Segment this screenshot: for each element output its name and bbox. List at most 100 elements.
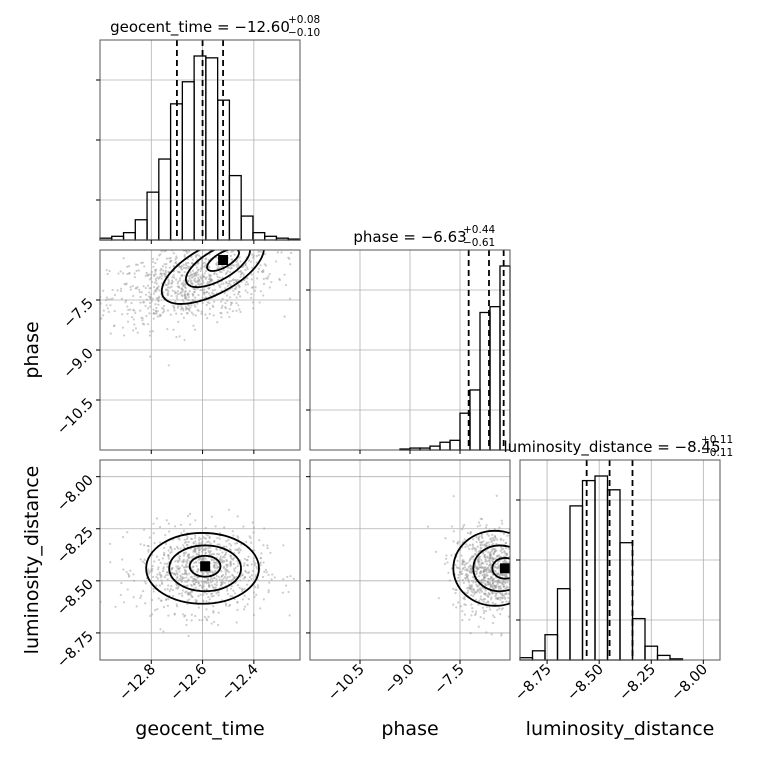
scatter-point: [162, 308, 165, 311]
scatter-point: [490, 550, 493, 553]
scatter-point: [157, 597, 160, 600]
scatter-point: [190, 556, 193, 559]
scatter-point: [173, 222, 175, 224]
scatter-point: [239, 260, 242, 263]
scatter-point: [479, 524, 482, 527]
scatter-point: [163, 310, 166, 313]
scatter-point: [211, 292, 214, 295]
scatter-point: [226, 575, 229, 579]
scatter-point: [100, 317, 103, 320]
scatter-point: [515, 539, 517, 541]
scatter-point: [248, 575, 252, 579]
scatter-point: [220, 300, 223, 303]
scatter-point: [477, 538, 481, 541]
scatter-point: [259, 250, 262, 253]
scatter-point: [145, 314, 148, 318]
scatter-point: [526, 583, 528, 585]
scatter-point: [250, 563, 253, 566]
scatter-point: [511, 584, 513, 586]
scatter-point: [139, 295, 142, 299]
scatter-point: [501, 596, 504, 600]
scatter-point: [516, 577, 518, 579]
scatter-point: [166, 565, 169, 568]
scatter-point: [257, 270, 260, 273]
scatter-point: [168, 530, 171, 533]
hist-bar: [429, 445, 441, 451]
scatter-point: [140, 291, 143, 294]
scatter-point: [193, 561, 196, 564]
scatter-point: [466, 576, 469, 579]
scatter-point: [162, 566, 165, 569]
scatter-point: [470, 579, 474, 582]
scatter-point: [224, 573, 228, 576]
scatter-point: [213, 561, 217, 564]
scatter-point: [189, 280, 192, 283]
scatter-point: [109, 332, 112, 335]
scatter-point: [249, 242, 251, 244]
scatter-point: [174, 262, 177, 265]
scatter-point: [205, 303, 208, 307]
scatter-point: [493, 584, 497, 587]
scatter-point: [167, 614, 170, 617]
scatter-point: [168, 260, 172, 264]
scatter-point: [470, 603, 473, 606]
scatter-point: [174, 560, 177, 563]
scatter-point: [148, 334, 151, 337]
scatter-point: [142, 285, 145, 288]
scatter-point: [193, 304, 196, 307]
scatter-point: [284, 283, 288, 287]
density-peak: [500, 563, 510, 574]
scatter-point: [477, 521, 481, 524]
scatter-point: [479, 615, 482, 619]
scatter-point: [260, 552, 263, 555]
scatter-point: [514, 588, 516, 590]
scatter-point: [238, 550, 241, 553]
scatter-point: [148, 570, 151, 573]
scatter-point: [202, 572, 205, 575]
scatter-point: [182, 529, 186, 532]
scatter-point: [512, 537, 514, 539]
scatter-point: [158, 525, 162, 529]
scatter-point: [477, 625, 480, 628]
scatter-point: [501, 607, 504, 610]
scatter-point: [122, 568, 125, 571]
scatter-point: [143, 558, 146, 561]
scatter-point: [162, 630, 165, 633]
scatter-point: [170, 571, 173, 575]
scatter-point: [475, 572, 478, 575]
xtick-label: −9.0: [382, 662, 418, 698]
scatter-point: [166, 327, 169, 331]
scatter-point: [485, 556, 488, 559]
scatter-point: [289, 575, 292, 578]
scatter-point: [478, 557, 481, 560]
scatter-point: [257, 253, 260, 257]
scatter-point: [189, 576, 192, 579]
scatter-point: [174, 278, 178, 281]
scatter-point: [251, 266, 254, 269]
scatter-point: [186, 514, 190, 518]
scatter-point: [163, 562, 166, 565]
scatter-point: [457, 601, 460, 604]
scatter-point: [196, 570, 199, 574]
scatter-point: [214, 569, 217, 572]
scatter-point: [503, 573, 506, 577]
scatter-point: [250, 574, 253, 577]
scatter-point: [203, 288, 206, 291]
scatter-point: [444, 537, 447, 540]
scatter-point: [514, 590, 516, 592]
scatter-point: [132, 294, 135, 298]
scatter-point: [505, 552, 509, 555]
scatter-point: [209, 546, 212, 549]
scatter-point: [137, 269, 140, 272]
scatter-point: [146, 323, 150, 326]
scatter-point: [507, 547, 510, 550]
scatter-point: [131, 284, 134, 288]
scatter-point: [192, 272, 195, 275]
scatter-point: [226, 564, 229, 567]
hist-bar: [469, 389, 481, 451]
scatter-point: [187, 298, 190, 302]
scatter-point: [506, 581, 509, 584]
scatter-point: [217, 553, 221, 556]
xtick-label: −12.4: [219, 662, 262, 705]
scatter-point: [108, 542, 112, 545]
